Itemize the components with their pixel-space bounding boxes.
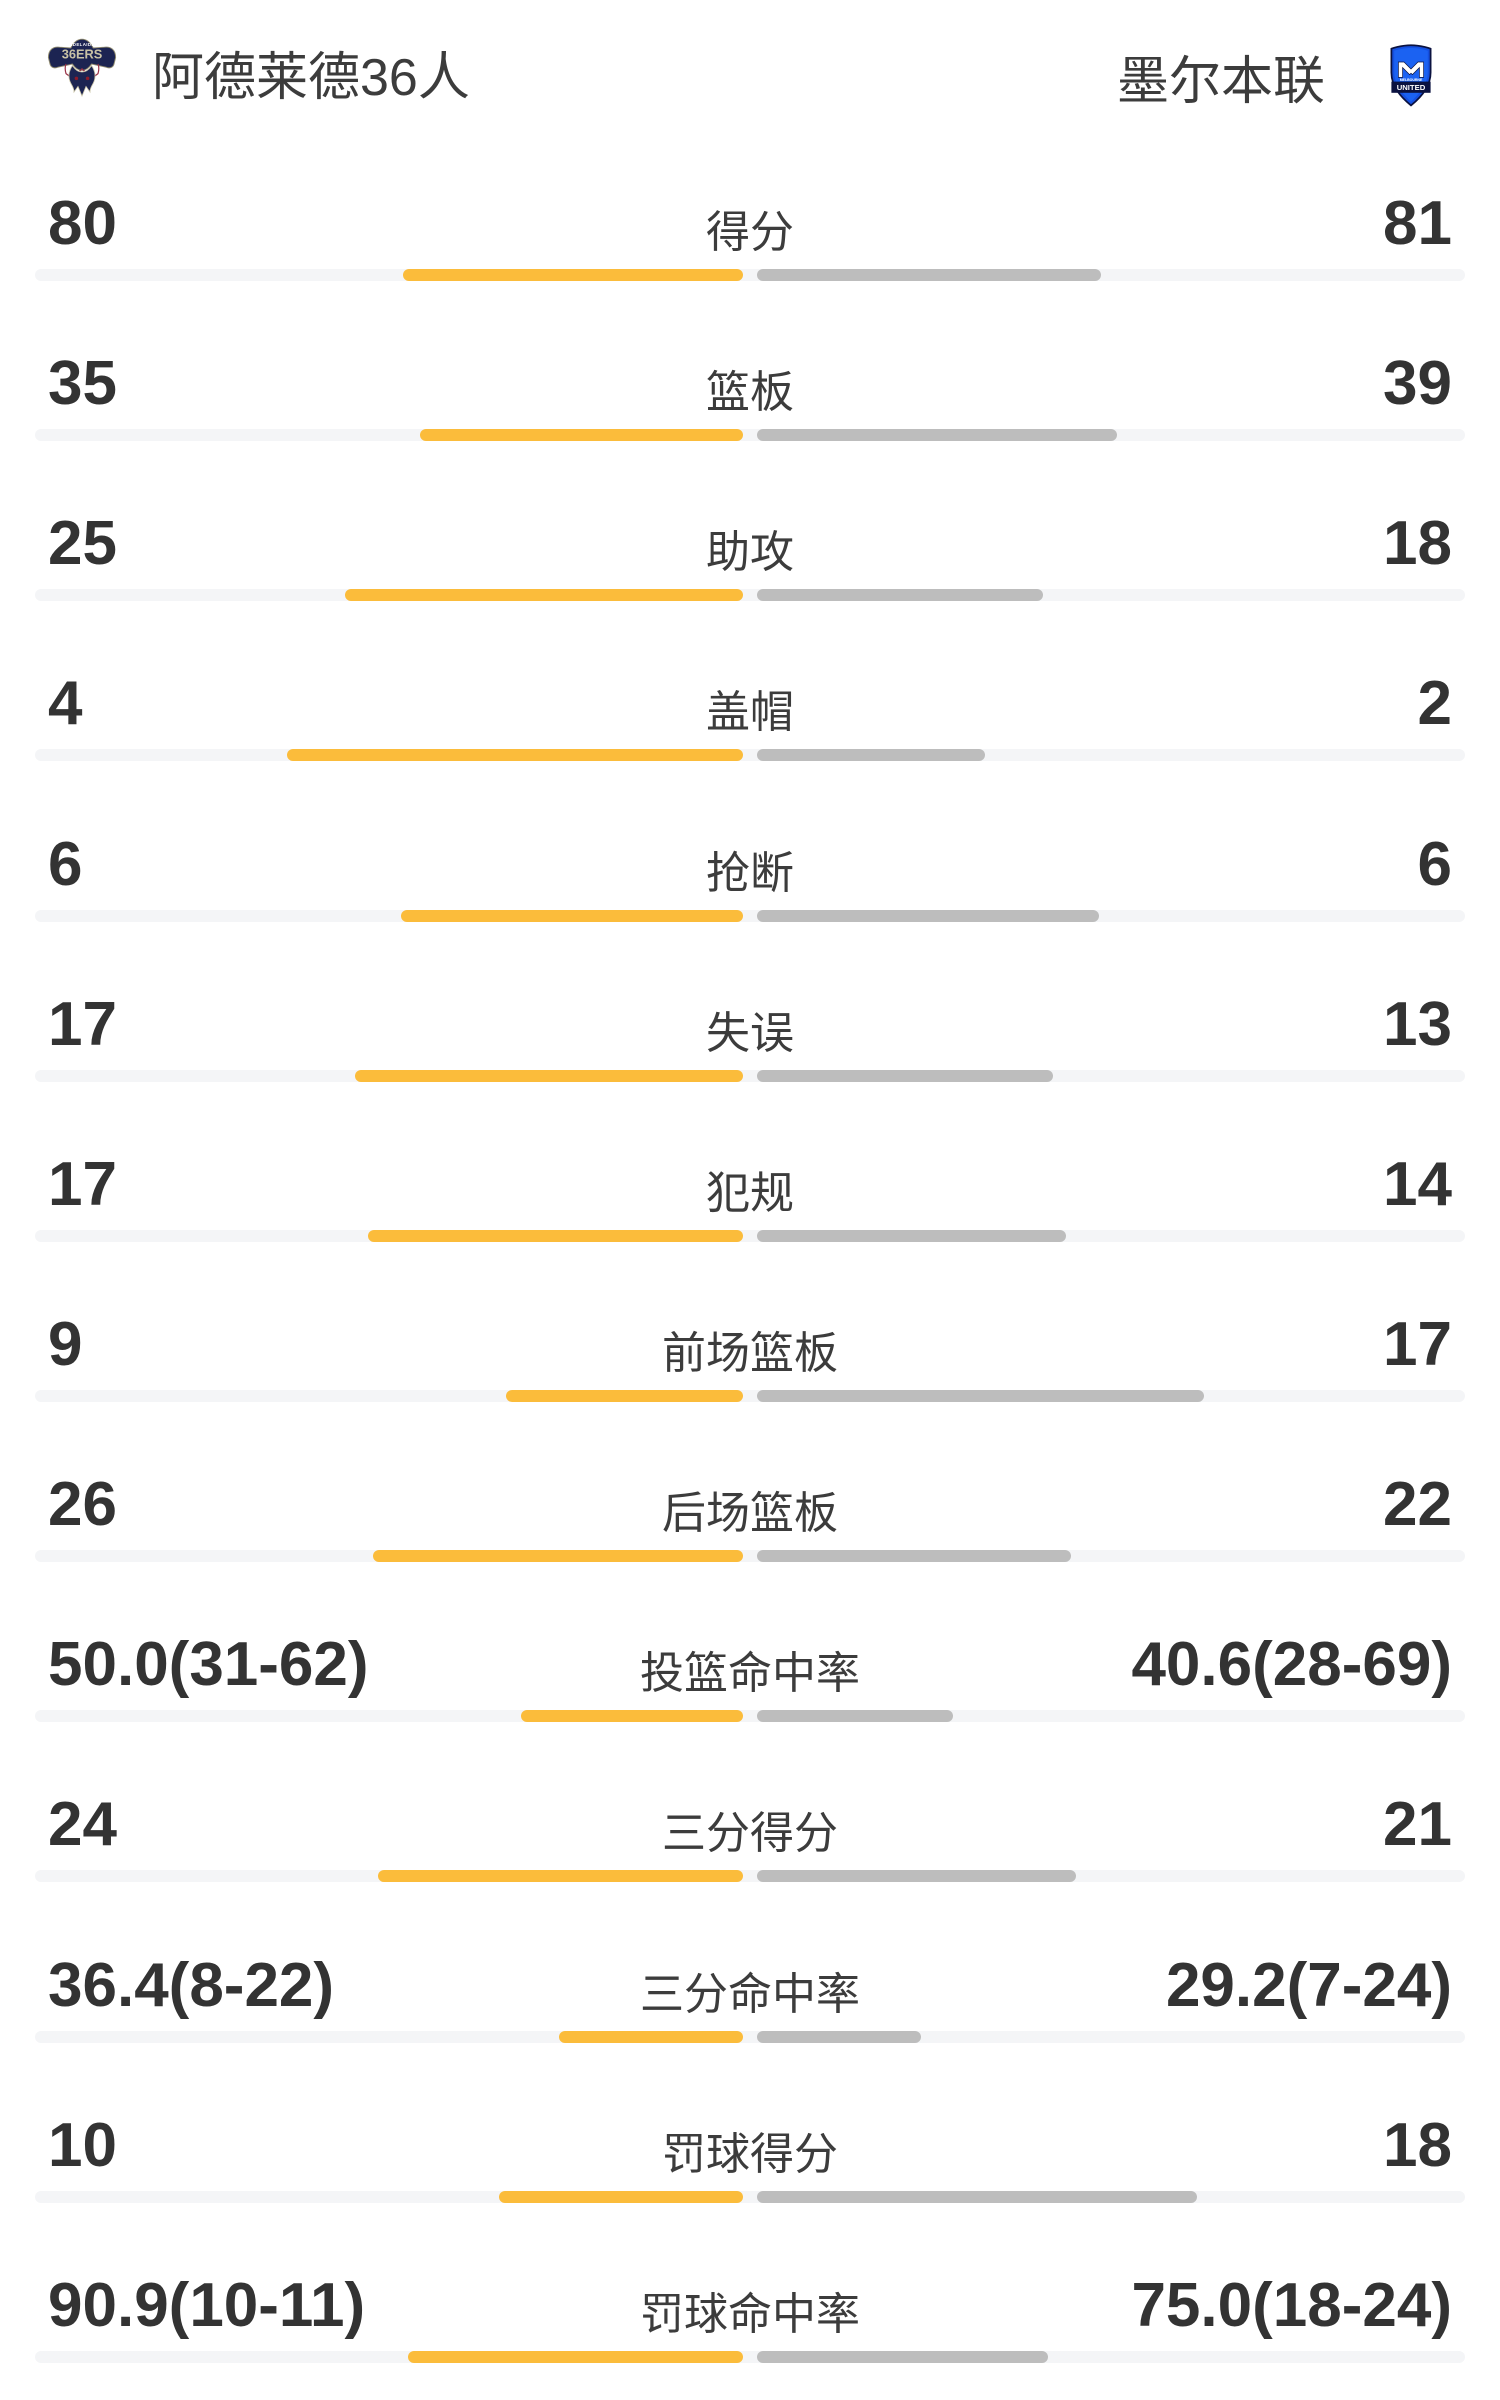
svg-text:36ERS: 36ERS	[62, 46, 103, 61]
svg-text:ADELAIDE: ADELAIDE	[69, 42, 95, 47]
svg-text:MELBOURNE: MELBOURNE	[1400, 78, 1423, 82]
svg-text:UNITED: UNITED	[1397, 83, 1426, 92]
